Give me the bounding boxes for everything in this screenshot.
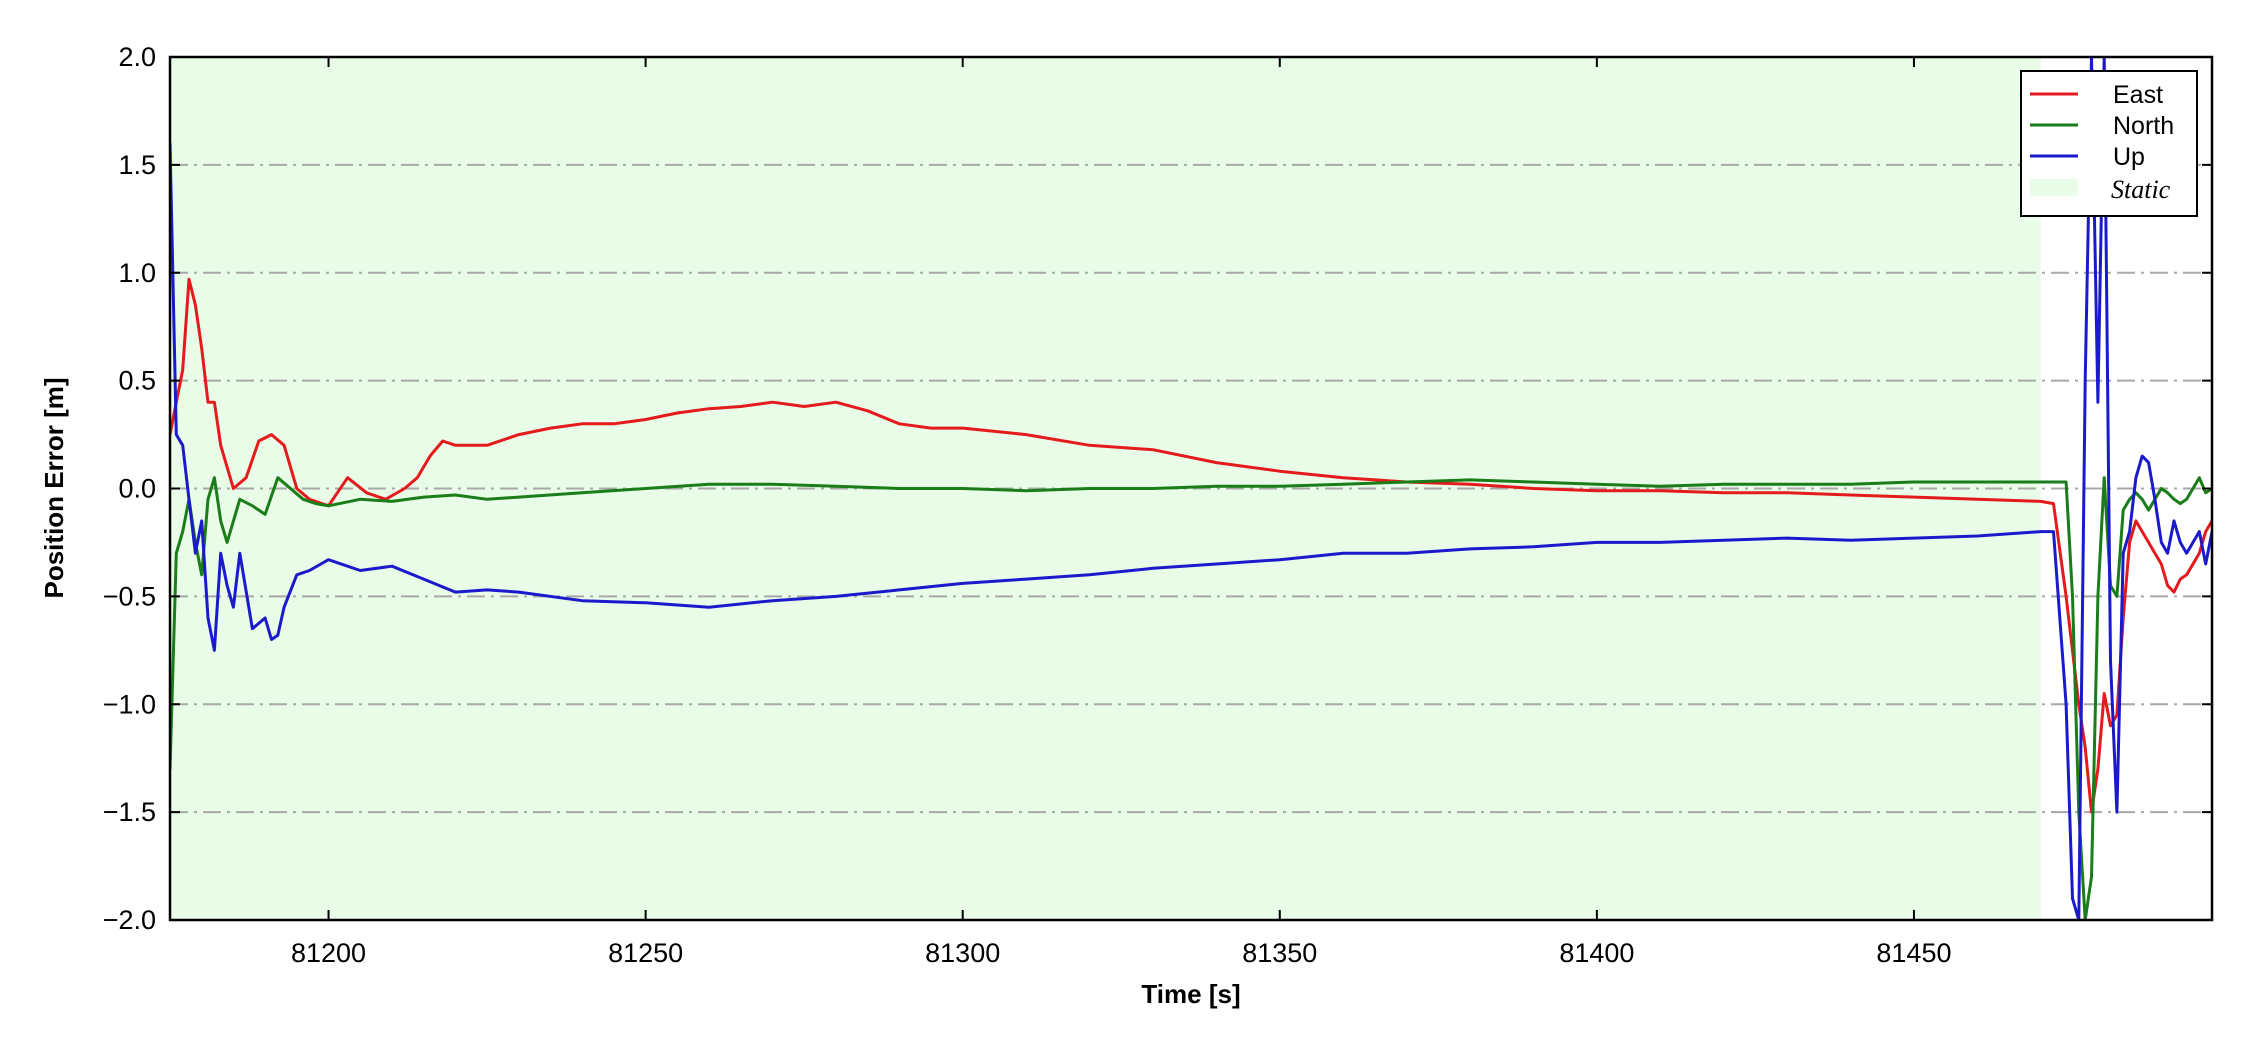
y-tick-label: 1.5 bbox=[118, 150, 156, 180]
y-tick-label: −1.0 bbox=[103, 689, 156, 719]
y-tick-label: 0.0 bbox=[118, 474, 156, 504]
y-tick-label: −1.5 bbox=[103, 797, 156, 827]
x-tick-label: 81250 bbox=[608, 938, 683, 968]
series-lines bbox=[170, 57, 2212, 920]
x-tick-label: 81350 bbox=[1242, 938, 1317, 968]
y-tick-label: −0.5 bbox=[103, 581, 156, 611]
legend-label-static: Static bbox=[2111, 175, 2171, 204]
gridlines bbox=[170, 163, 2212, 814]
legend-label-up: Up bbox=[2113, 143, 2145, 171]
series-line-east bbox=[170, 277, 2212, 814]
series-line-up bbox=[170, 57, 2212, 920]
y-tick-label: 1.0 bbox=[118, 258, 156, 288]
x-tick-label: 81200 bbox=[291, 938, 366, 968]
y-tick-label: 0.5 bbox=[118, 366, 156, 396]
y-tick-label: 2.0 bbox=[118, 42, 156, 72]
series-line-north bbox=[170, 476, 2212, 920]
x-tick-label: 81450 bbox=[1876, 938, 1951, 968]
x-axis-label: Time [s] bbox=[1141, 979, 1240, 1009]
legend-label-east: East bbox=[2113, 81, 2163, 109]
y-tick-label: −2.0 bbox=[103, 905, 156, 935]
x-tick-label: 81400 bbox=[1559, 938, 1634, 968]
x-tick-label: 81300 bbox=[925, 938, 1000, 968]
axis-ticks: 81200 81250 81300 81350 81400 81450 −2.0 −1.5 −1… bbox=[103, 42, 2212, 968]
legend-label-north: North bbox=[2113, 112, 2174, 140]
legend-swatch-static bbox=[2030, 179, 2078, 196]
y-axis-label: Position Error [m] bbox=[39, 377, 69, 598]
legend: East North Up Static bbox=[2020, 70, 2198, 217]
